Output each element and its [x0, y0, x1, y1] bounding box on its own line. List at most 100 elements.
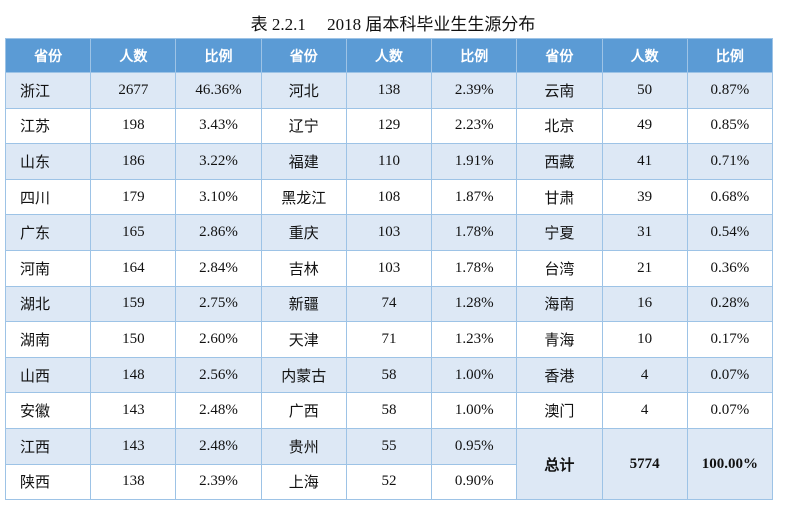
table-cell: 2.86% [175, 214, 262, 251]
table-cell: 2.39% [175, 463, 262, 501]
table-cell: 1.87% [431, 178, 518, 216]
table-cell: 1.00% [431, 392, 518, 429]
table-cell: 云南 [516, 72, 603, 109]
table-row: 湖南 150 2.60% 天津 71 1.23% 青海 10 0.17% [4, 321, 774, 358]
table-cell: 179 [90, 178, 177, 216]
table-cell: 湖北 [4, 285, 92, 323]
header-cell: 比例 [686, 38, 774, 73]
table-cell: 浙江 [4, 72, 92, 109]
table-cell: 内蒙古 [260, 356, 347, 394]
table-cell: 10 [601, 321, 688, 358]
table-cell: 3.10% [175, 178, 262, 216]
table-row: 河南 164 2.84% 吉林 103 1.78% 台湾 21 0.36% [4, 249, 774, 287]
header-cell: 人数 [601, 38, 688, 73]
table-cell: 辽宁 [260, 107, 347, 145]
table-row: 广东 165 2.86% 重庆 103 1.78% 宁夏 31 0.54% [4, 214, 774, 251]
table-cell: 0.54% [686, 214, 774, 251]
table-cell: 41 [601, 143, 688, 180]
table-row: 山东 186 3.22% 福建 110 1.91% 西藏 41 0.71% [4, 143, 774, 180]
table-cell: 3.43% [175, 107, 262, 145]
table-cell: 澳门 [516, 392, 603, 429]
table-cell: 108 [345, 178, 433, 216]
table-cell: 山东 [4, 143, 92, 180]
header-row: 省份 人数 比例 省份 人数 比例 省份 人数 比例 [4, 38, 774, 73]
table-cell: 198 [90, 107, 177, 145]
table-row: 山西 148 2.56% 内蒙古 58 1.00% 香港 4 0.07% [4, 356, 774, 394]
table-cell: 河南 [4, 249, 92, 287]
table-cell: 北京 [516, 107, 603, 145]
table-cell: 49 [601, 107, 688, 145]
table-cell: 吉林 [260, 249, 347, 287]
header-cell: 比例 [175, 38, 262, 73]
table-cell: 0.71% [686, 143, 774, 180]
table-cell: 台湾 [516, 249, 603, 287]
table-cell: 黑龙江 [260, 178, 347, 216]
table-cell: 74 [345, 285, 433, 323]
total-cell: 100.00% [686, 427, 774, 501]
table-cell: 河北 [260, 72, 347, 109]
table-cell: 陕西 [4, 463, 92, 501]
table-cell: 165 [90, 214, 177, 251]
table-cell: 143 [90, 427, 177, 465]
table-cell: 重庆 [260, 214, 347, 251]
table-cell: 0.95% [431, 427, 518, 465]
table-cell: 福建 [260, 143, 347, 180]
header-cell: 比例 [431, 38, 518, 73]
table-cell: 0.28% [686, 285, 774, 323]
table-cell: 2.48% [175, 392, 262, 429]
table-row: 江西 143 2.48% 贵州 55 0.95% 总计 5774 100.00% [4, 427, 774, 501]
table-cell: 2677 [90, 72, 177, 109]
header-cell: 省份 [516, 38, 603, 73]
table-cell: 山西 [4, 356, 92, 394]
table-cell: 江西 [4, 427, 92, 465]
header-cell: 人数 [345, 38, 433, 73]
table-row: 陕西 138 2.39% 上海 52 0.90% [4, 463, 773, 501]
table-row: 浙江 2677 46.36% 河北 138 2.39% 云南 50 0.87% [4, 72, 774, 109]
table-cell: 2.56% [175, 356, 262, 394]
table-cell: 上海 [260, 463, 347, 501]
table-cell: 1.00% [431, 356, 518, 394]
table-cell: 2.39% [431, 72, 518, 109]
table-cell: 0.68% [686, 178, 774, 216]
table-cell: 香港 [516, 356, 603, 394]
table-cell: 宁夏 [516, 214, 603, 251]
total-cell: 总计 [516, 427, 603, 501]
table-cell: 21 [601, 249, 688, 287]
table-cell: 103 [345, 249, 433, 287]
table-cell: 0.87% [686, 72, 774, 109]
table-cell: 58 [345, 356, 433, 394]
table-cell: 52 [345, 463, 433, 501]
header-cell: 省份 [260, 38, 347, 73]
table-cell: 110 [345, 143, 433, 180]
table-cell: 39 [601, 178, 688, 216]
table-cell: 2.75% [175, 285, 262, 323]
table-cell: 3.22% [175, 143, 262, 180]
table-title: 表 2.2.1 2018 届本科毕业生生源分布 [250, 15, 536, 34]
data-table: 省份 人数 比例 省份 人数 比例 省份 人数 比例 浙江 2677 46.36% 河北 138 2.39… [4, 38, 774, 501]
table-cell: 2.60% [175, 321, 262, 358]
table-cell: 150 [90, 321, 177, 358]
header-cell: 人数 [90, 38, 177, 73]
table-cell: 4 [601, 356, 688, 394]
table-cell: 143 [90, 392, 177, 429]
table-cell: 16 [601, 285, 688, 323]
table-cell: 1.23% [431, 321, 518, 358]
table-cell: 129 [345, 107, 433, 145]
header-cell: 省份 [4, 38, 92, 73]
table-cell: 广西 [260, 392, 347, 429]
table-cell: 四川 [4, 178, 92, 216]
table-cell: 1.78% [431, 249, 518, 287]
total-cell: 5774 [601, 427, 688, 501]
table-cell: 31 [601, 214, 688, 251]
table-cell: 46.36% [175, 72, 262, 109]
table-row: 江苏 198 3.43% 辽宁 129 2.23% 北京 49 0.85% [4, 107, 774, 145]
table-cell: 55 [345, 427, 433, 465]
table-cell: 海南 [516, 285, 603, 323]
table-cell: 新疆 [260, 285, 347, 323]
table-cell: 2.48% [175, 427, 262, 465]
table-cell: 1.78% [431, 214, 518, 251]
table-cell: 贵州 [260, 427, 347, 465]
table-row: 安徽 143 2.48% 广西 58 1.00% 澳门 4 0.07% [4, 392, 774, 429]
table-cell: 0.36% [686, 249, 774, 287]
